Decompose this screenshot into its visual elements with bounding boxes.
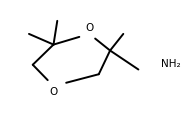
Text: NH₂: NH₂: [161, 59, 181, 69]
Text: O: O: [49, 87, 58, 97]
Text: O: O: [85, 23, 93, 33]
